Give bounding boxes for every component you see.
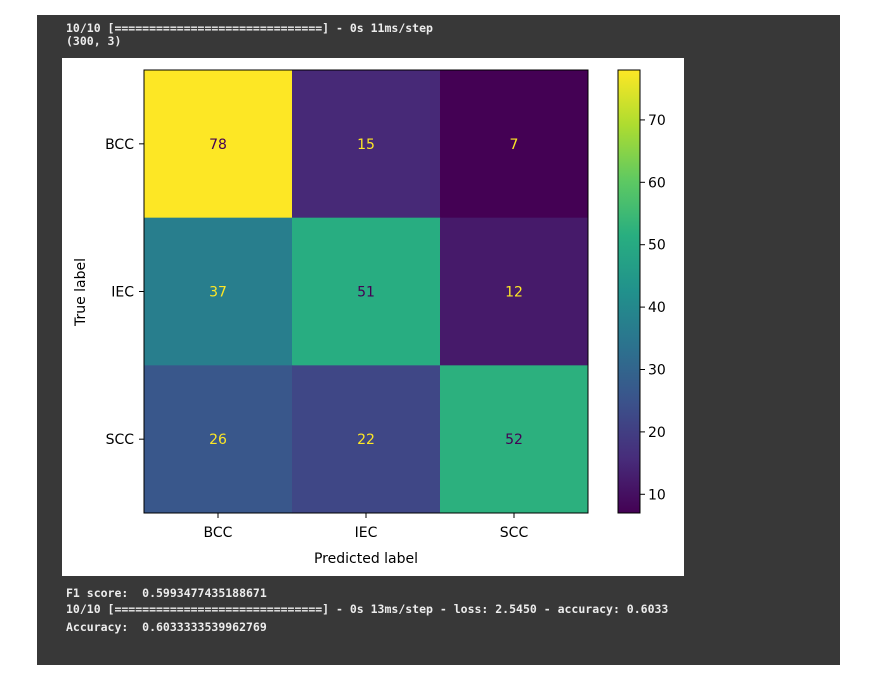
matrix-cell (440, 70, 589, 219)
colorbar (617, 69, 641, 514)
matrix-cell (144, 365, 293, 514)
cell-value-label: 52 (505, 432, 523, 448)
cell-value-label: 15 (357, 137, 375, 153)
colorbar-tick-label: 70 (648, 113, 666, 129)
colorbar-tick-label: 20 (648, 425, 666, 441)
y-axis-label: True label (73, 258, 89, 327)
matrix-cell (144, 70, 293, 219)
colorbar-tick-label: 50 (648, 238, 666, 254)
colorbar-tick-label: 30 (648, 362, 666, 378)
cell-value-label: 26 (209, 432, 227, 448)
progress-line-1: 10/10 [==============================] -… (66, 21, 433, 35)
colorbar-tick-label: 60 (648, 175, 666, 191)
matrix-cell (292, 70, 441, 219)
colorbar-tick-label: 10 (648, 487, 666, 503)
x-tick-label: IEC (355, 525, 378, 541)
x-tick-label: BCC (204, 525, 233, 541)
matrix-cell (292, 217, 441, 366)
matrix-cell (440, 365, 589, 514)
x-tick-label: SCC (500, 525, 529, 541)
cell-value-label: 37 (209, 285, 227, 301)
cell-value-label: 7 (510, 137, 519, 153)
y-tick-label: IEC (111, 285, 134, 301)
matrix-cell (292, 365, 441, 514)
cell-value-label: 51 (357, 285, 375, 301)
progress-line-2: 10/10 [==============================] -… (66, 602, 669, 616)
cell-value-label: 12 (505, 285, 523, 301)
y-tick-label: SCC (106, 432, 135, 448)
matrix-cell (440, 217, 589, 366)
cell-value-label: 22 (357, 432, 375, 448)
accuracy-output: Accuracy: 0.6033333539962769 (66, 620, 267, 634)
matrix-cell (144, 217, 293, 366)
confusion-matrix-figure: 78 15 7 37 51 12 26 22 52 BCC IEC SCC BCC IEC SCC Pr… (62, 58, 684, 576)
y-tick-label: BCC (105, 137, 134, 153)
colorbar-tick-label: 40 (648, 300, 666, 316)
shape-output: (300, 3) (66, 34, 122, 48)
cell-value-label: 78 (209, 137, 227, 153)
f1-score-output: F1 score: 0.5993477435188671 (66, 586, 267, 600)
x-axis-label: Predicted label (314, 551, 418, 567)
confusion-matrix-chart: 78 15 7 37 51 12 26 22 52 BCC IEC SCC BCC IEC SCC Pr… (73, 69, 666, 567)
